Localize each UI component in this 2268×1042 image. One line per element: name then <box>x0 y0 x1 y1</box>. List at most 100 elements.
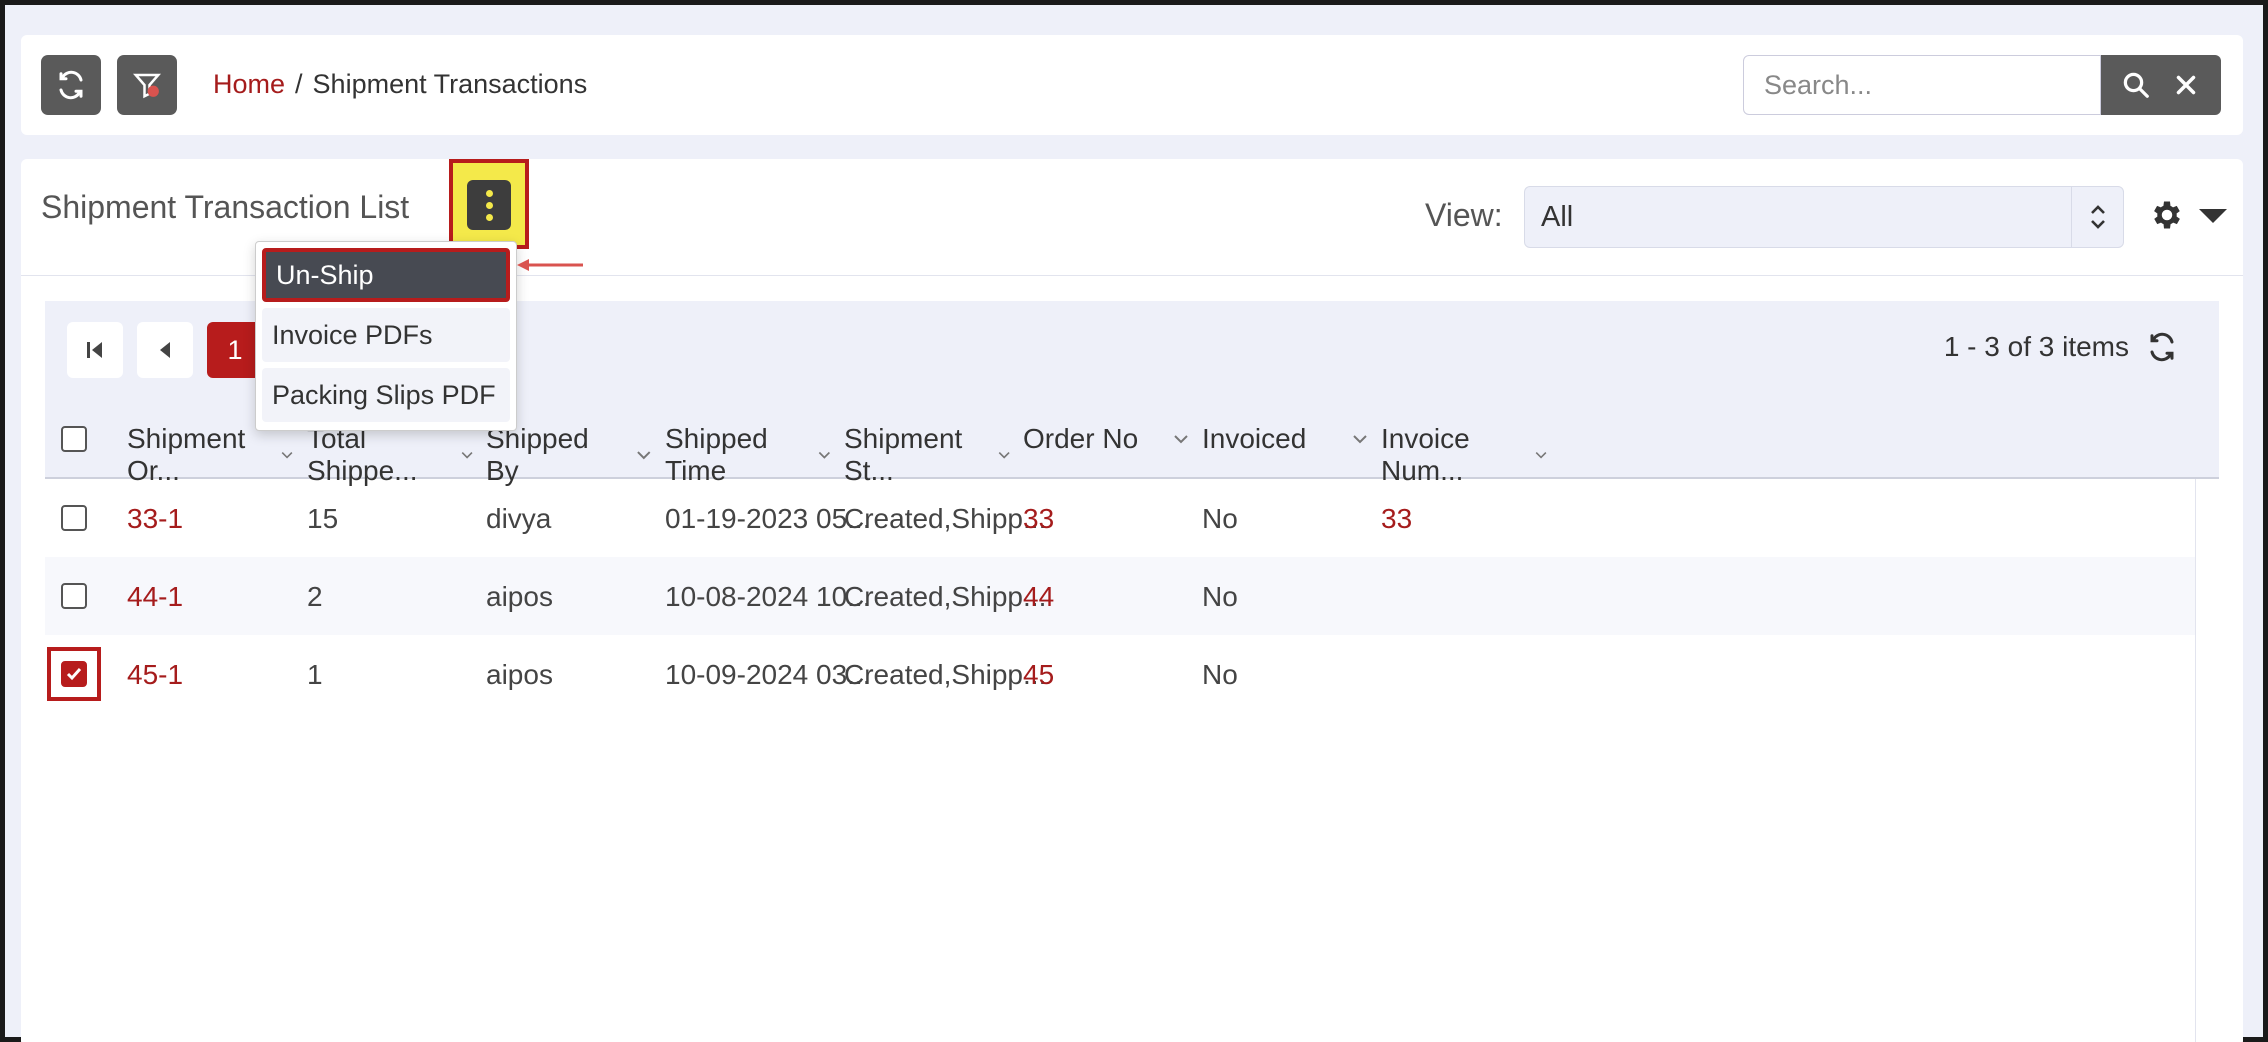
column-header[interactable]: Invoice Num... <box>1381 423 1549 487</box>
panel-divider <box>21 275 2243 276</box>
column-header-label: Invoice Num... <box>1381 423 1470 486</box>
cell-invoiced: No <box>1202 581 1238 612</box>
chevron-down-icon[interactable] <box>1171 429 1191 449</box>
chevron-down-icon[interactable] <box>816 445 833 465</box>
settings-dropdown[interactable] <box>2149 197 2231 233</box>
cell-shipment[interactable]: 45-1 <box>127 659 184 690</box>
chevron-down-icon[interactable] <box>1533 445 1549 465</box>
annotation-arrow <box>517 259 583 271</box>
column-header[interactable]: Shipment Or... <box>127 423 295 487</box>
view-select[interactable]: All <box>1524 186 2124 248</box>
breadcrumb-home-link[interactable]: Home <box>213 69 286 99</box>
view-select-value: All <box>1541 200 1574 233</box>
pager-item-count: 1 - 3 of 3 items <box>1943 331 2129 362</box>
cell-time: 01-19-2023 05... <box>665 503 871 534</box>
cell-total: 15 <box>307 503 339 534</box>
column-header[interactable]: Shipped By <box>486 423 654 487</box>
check-icon <box>66 668 82 681</box>
page-number-button[interactable]: 1 <box>207 322 263 378</box>
clear-search-button[interactable] <box>2166 65 2206 105</box>
prev-page-button[interactable] <box>137 322 193 378</box>
cell-total: 1 <box>307 659 323 690</box>
first-page-button[interactable] <box>67 322 123 378</box>
chevron-down-icon[interactable] <box>279 445 295 465</box>
cell-status: Created,Shipp... <box>844 659 1047 690</box>
actions-dropdown-menu: Un-Ship Invoice PDFs Packing Slips PDF <box>255 241 517 431</box>
kebab-icon <box>485 201 493 209</box>
cell-order[interactable]: 44 <box>1023 581 1055 612</box>
actions-menu-button[interactable] <box>467 180 511 230</box>
cell-time: 10-09-2024 03... <box>665 659 871 690</box>
column-header[interactable]: Order No <box>1023 423 1191 455</box>
column-header[interactable]: Total Shippe... <box>307 423 475 487</box>
cell-invoiced: No <box>1202 503 1238 534</box>
column-header[interactable]: Invoiced <box>1202 423 1370 455</box>
refresh-button[interactable] <box>41 55 101 115</box>
cell-by: divya <box>486 503 552 534</box>
row-checkbox[interactable] <box>61 583 87 609</box>
row-checkbox[interactable] <box>61 505 87 531</box>
column-header-label: Total Shippe... <box>307 423 418 486</box>
menu-item-un-ship[interactable]: Un-Ship <box>262 248 510 302</box>
close-icon <box>2176 75 2196 95</box>
cell-order[interactable]: 33 <box>1023 503 1055 534</box>
column-header-label: Order No <box>1023 423 1139 454</box>
main-panel: Shipment Transaction List View: All <box>21 159 2243 1042</box>
shipment-grid: 1 1 - 3 of 3 items Shipment Or... Total S… <box>45 301 2219 1042</box>
search-button[interactable] <box>2116 65 2156 105</box>
breadcrumb-separator: / <box>295 69 303 99</box>
cell-shipment[interactable]: 44-1 <box>127 581 184 612</box>
menu-item-packing-slips-pdf[interactable]: Packing Slips PDF <box>262 368 510 422</box>
refresh-icon[interactable] <box>2147 332 2177 362</box>
column-header-label: Shipped Time <box>665 423 768 486</box>
clear-filter-button[interactable] <box>117 55 177 115</box>
checkbox-highlight <box>47 647 101 701</box>
cell-invoiced: No <box>1202 659 1238 690</box>
page-title: Shipment Transaction List <box>41 189 410 225</box>
gear-icon <box>2154 201 2180 229</box>
chevron-down-icon[interactable] <box>459 445 475 465</box>
column-header-label: Shipped By <box>486 423 589 486</box>
table-row[interactable]: 45-1 1 aipos 10-09-2024 03... Created,Shipp.… <box>45 635 2195 713</box>
chevron-down-icon[interactable] <box>996 445 1012 465</box>
breadcrumb: Home / Shipment Transactions <box>213 69 587 100</box>
chevron-down-icon[interactable] <box>634 445 654 465</box>
table-row[interactable]: 33-1 15 divya 01-19-2023 05... Created,Shipp… <box>45 479 2195 557</box>
chevron-down-icon[interactable] <box>1350 429 1370 449</box>
select-arrows-icon <box>2071 187 2123 247</box>
refresh-icon <box>59 70 83 100</box>
column-header[interactable]: Shipped Time <box>665 423 833 487</box>
search-input[interactable] <box>1743 55 2101 115</box>
cell-order[interactable]: 45 <box>1023 659 1055 690</box>
table-row[interactable]: 44-1 2 aipos 10-08-2024 10... Created,Shipp.… <box>45 557 2195 635</box>
actions-menu-highlight <box>449 159 529 249</box>
row-checkbox[interactable] <box>61 661 87 687</box>
cell-invoice-num[interactable]: 33 <box>1381 503 1413 534</box>
prev-page-icon <box>160 342 170 358</box>
select-all-checkbox[interactable] <box>61 426 87 452</box>
view-label: View: <box>1425 197 1503 233</box>
search-icon <box>2123 72 2149 98</box>
cell-shipment[interactable]: 33-1 <box>127 503 184 534</box>
column-header-label: Shipment Or... <box>127 423 246 486</box>
first-page-icon <box>87 342 102 358</box>
cell-total: 2 <box>307 581 323 612</box>
cell-by: aipos <box>486 581 553 612</box>
vertical-scrollbar[interactable] <box>2195 479 2219 1042</box>
cell-time: 10-08-2024 10... <box>665 581 871 612</box>
pager-info: 1 - 3 of 3 items <box>1944 331 2177 363</box>
menu-item-invoice-pdfs[interactable]: Invoice PDFs <box>262 308 510 362</box>
filter-clear-icon <box>132 73 162 99</box>
cell-status: Created,Shipp... <box>844 581 1047 612</box>
search-bar <box>1743 55 2221 115</box>
top-bar: Home / Shipment Transactions <box>21 35 2243 135</box>
column-header-label: Invoiced <box>1202 423 1307 454</box>
cell-by: aipos <box>486 659 553 690</box>
column-header[interactable]: Shipment St... <box>844 423 1012 487</box>
search-actions <box>2101 55 2221 115</box>
kebab-icon <box>485 189 493 197</box>
caret-down-icon <box>2199 209 2227 223</box>
kebab-icon <box>485 213 493 221</box>
column-header-label: Shipment St... <box>844 423 963 486</box>
